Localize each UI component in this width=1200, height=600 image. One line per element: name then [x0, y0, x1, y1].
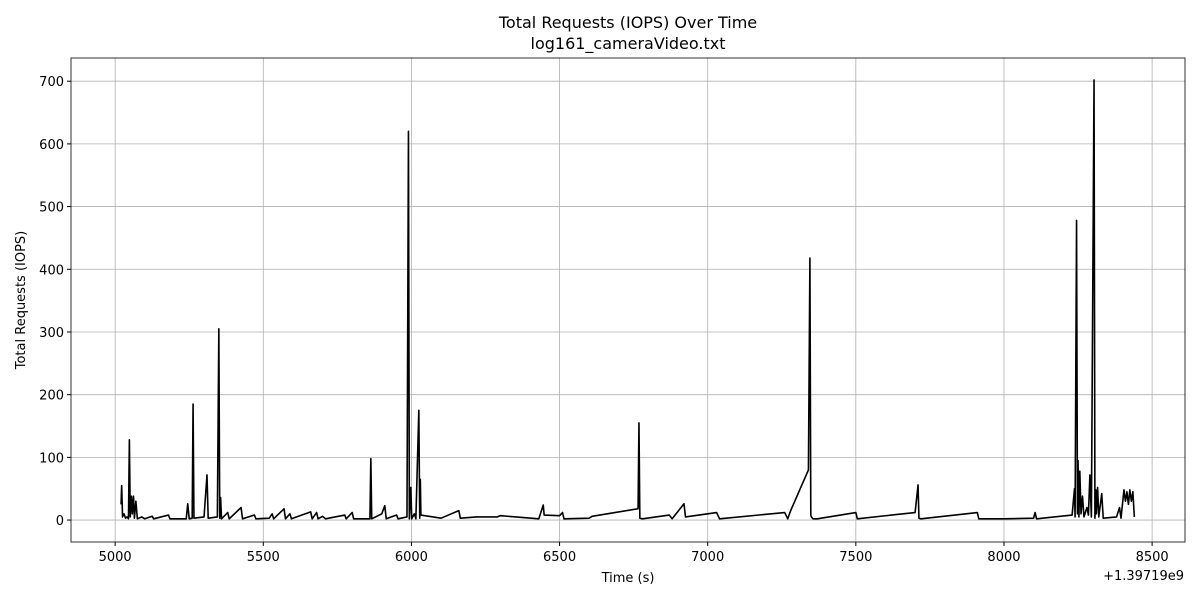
- x-tick-label: 8000: [987, 550, 1020, 565]
- y-axis-label: Total Requests (IOPS): [14, 231, 29, 371]
- plot-frame: [70, 57, 1186, 543]
- x-tick-label: 6000: [395, 550, 428, 565]
- y-tick-label: 300: [39, 326, 64, 341]
- y-tick-label: 700: [39, 75, 64, 90]
- x-tick-label: 5000: [99, 550, 132, 565]
- x-tick-label: 7500: [839, 550, 872, 565]
- x-axis-label: Time (s): [601, 571, 655, 586]
- y-tick-label: 500: [39, 201, 64, 216]
- x-tick-label: 7000: [691, 550, 724, 565]
- y-tick-label: 200: [39, 389, 64, 404]
- y-tick-label: 600: [39, 138, 64, 153]
- y-tick-label: 0: [56, 514, 64, 529]
- chart-subtitle: log161_cameraVideo.txt: [531, 34, 726, 54]
- y-tick-label: 100: [39, 451, 64, 466]
- x-offset-label: +1.39719e9: [1103, 569, 1184, 584]
- chart-title: Total Requests (IOPS) Over Time: [498, 13, 757, 32]
- x-tick-label: 6500: [543, 550, 576, 565]
- y-tick-label: 400: [39, 263, 64, 278]
- data-line: [120, 79, 1136, 520]
- x-tick-label: 5500: [247, 550, 280, 565]
- x-tick-label: 8500: [1136, 550, 1169, 565]
